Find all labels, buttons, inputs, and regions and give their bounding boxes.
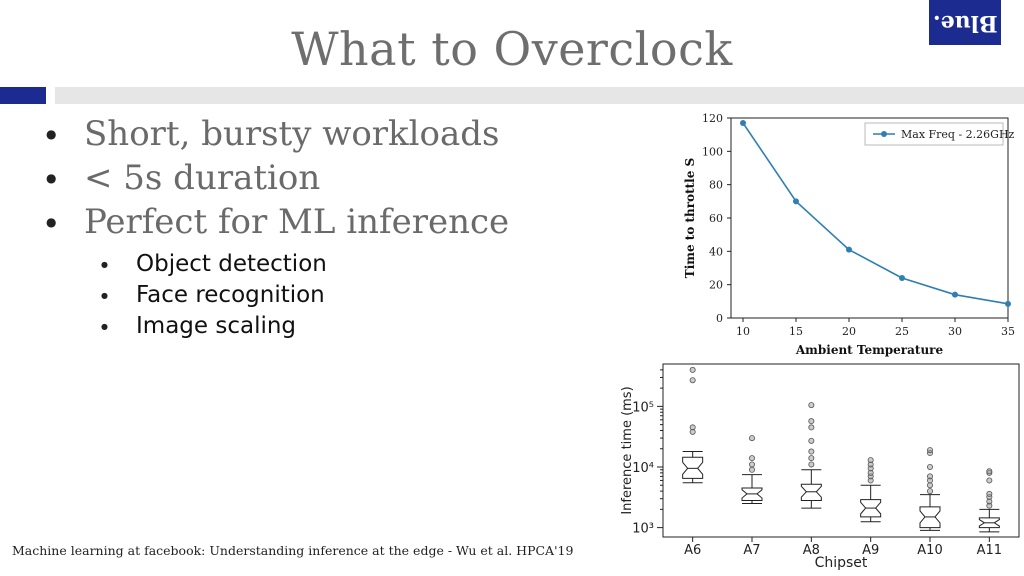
outlier-point <box>808 402 815 409</box>
divider-bar <box>55 87 1024 104</box>
y-tick-label: 0 <box>716 312 723 325</box>
x-tick-label: A7 <box>743 543 760 558</box>
y-tick-label: 20 <box>709 279 723 292</box>
y-tick-label: 100 <box>702 145 723 158</box>
outlier-point <box>748 461 755 468</box>
bullet-item: Short, bursty workloads <box>46 112 509 156</box>
outlier-point <box>808 424 815 431</box>
bullet-item: < 5s duration <box>46 156 509 200</box>
sub-bullet-item: Object detection <box>101 249 327 280</box>
data-point <box>952 291 958 298</box>
accent-bar <box>0 87 46 104</box>
data-point <box>899 275 905 281</box>
outlier-point <box>808 437 815 444</box>
outlier-point <box>867 457 874 464</box>
sub-bullet-list: Object detection Face recognition Image … <box>101 249 327 342</box>
plot-frame <box>730 117 1009 319</box>
outlier-point <box>926 488 933 495</box>
outlier-point <box>808 461 815 468</box>
y-tick-label: 10⁵ <box>632 400 654 415</box>
legend-marker <box>881 131 887 137</box>
x-tick-label: 10 <box>736 325 750 338</box>
x-tick-label: 25 <box>895 325 909 338</box>
outlier-point <box>748 466 755 473</box>
y-tick-label: 10³ <box>632 522 654 537</box>
data-point <box>846 246 852 253</box>
x-tick-label: A6 <box>684 543 701 558</box>
y-tick-label: 40 <box>709 245 723 258</box>
x-axis-label: Chipset <box>815 555 868 571</box>
outlier-point <box>986 468 993 475</box>
outlier-point <box>926 447 933 454</box>
sub-bullet-item: Image scaling <box>101 311 327 342</box>
outlier-point <box>808 455 815 462</box>
slide-title: What to Overclock <box>291 22 733 76</box>
outlier-point <box>986 477 993 484</box>
y-tick-label: 60 <box>709 212 723 225</box>
box <box>800 483 822 502</box>
x-tick-label: 35 <box>1001 325 1015 338</box>
x-tick-label: A10 <box>917 543 942 558</box>
outlier-point <box>808 448 815 455</box>
y-axis-label: Time to throttle S <box>683 158 697 278</box>
outlier-point <box>748 435 755 442</box>
bullet-item: Perfect for ML inference <box>46 200 509 244</box>
x-tick-label: 30 <box>948 325 962 338</box>
plot-frame <box>662 363 1020 538</box>
data-point <box>793 198 799 205</box>
y-tick-label: 120 <box>702 112 723 125</box>
bullet-list: Short, bursty workloads < 5s duration Pe… <box>46 112 509 244</box>
data-point <box>740 120 746 126</box>
outlier-point <box>689 377 696 384</box>
x-axis-label: Ambient Temperature <box>795 343 944 357</box>
x-tick-label: 15 <box>789 325 803 338</box>
legend-label: Max Freq - 2.26GHz <box>901 128 1015 141</box>
x-tick-label: A9 <box>862 543 879 558</box>
outlier-point <box>689 428 696 435</box>
box <box>682 456 704 479</box>
x-tick-label: A8 <box>803 543 820 558</box>
y-tick-label: 80 <box>709 179 723 192</box>
outlier-point <box>986 490 993 497</box>
inference-box-plot: 10³ 10⁴ 10⁵ A6 A7 A8 A9 A10 A11 Chipset Inference … <box>620 363 1020 571</box>
y-tick-label: 10⁴ <box>632 461 654 476</box>
outlier-point <box>808 418 815 425</box>
x-tick-label: 20 <box>842 325 856 338</box>
outlier-point <box>748 455 755 462</box>
legend-box <box>864 122 1004 146</box>
x-tick-label: A11 <box>977 543 1002 558</box>
series-line <box>742 122 1009 305</box>
outlier-point <box>926 473 933 480</box>
outlier-point <box>689 366 696 373</box>
y-axis-label: Inference time (ms) <box>620 386 635 514</box>
throttle-line-chart: 0 20 40 60 80 100 120 10 15 20 25 30 35 Max Freq - 2.… <box>683 112 1015 357</box>
data-point <box>1005 300 1011 307</box>
sub-bullet-item: Face recognition <box>101 280 327 311</box>
outlier-point <box>926 463 933 470</box>
blue-logo: Blue. <box>929 0 1001 45</box>
citation: Machine learning at facebook: Understand… <box>12 543 574 558</box>
